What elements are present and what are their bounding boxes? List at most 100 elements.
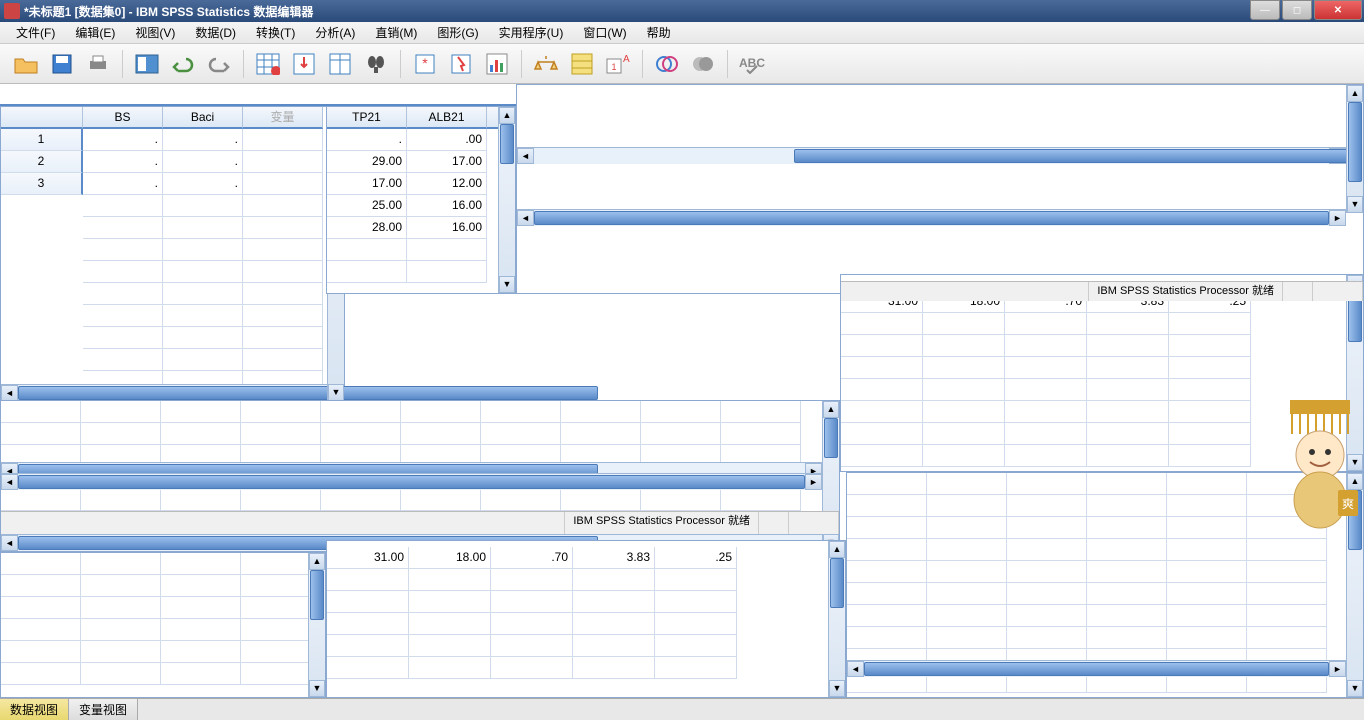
empty-cell[interactable]: [1087, 605, 1167, 627]
empty-cell[interactable]: [1247, 561, 1327, 583]
sort-a-button[interactable]: [288, 48, 320, 80]
data-cell[interactable]: .00: [407, 129, 487, 151]
empty-cell[interactable]: [1167, 495, 1247, 517]
data-button[interactable]: [252, 48, 284, 80]
empty-cell[interactable]: [841, 335, 923, 357]
weight-button[interactable]: [530, 48, 562, 80]
empty-cell[interactable]: [481, 489, 561, 511]
open-button[interactable]: [10, 48, 42, 80]
empty-cell[interactable]: [841, 401, 923, 423]
insert-button[interactable]: *: [409, 48, 441, 80]
data-cell[interactable]: [243, 173, 323, 195]
empty-cell[interactable]: [841, 313, 923, 335]
empty-cell[interactable]: [401, 489, 481, 511]
empty-cell[interactable]: [327, 591, 409, 613]
horizontal-scrollbar[interactable]: ◄►: [847, 660, 1346, 677]
select-button[interactable]: [445, 48, 477, 80]
empty-cell[interactable]: [573, 635, 655, 657]
menu-数据[interactable]: 数据(D): [185, 22, 246, 43]
empty-cell[interactable]: [83, 349, 163, 371]
empty-cell[interactable]: [1167, 561, 1247, 583]
menu-分析[interactable]: 分析(A): [305, 22, 365, 43]
empty-cell[interactable]: [407, 239, 487, 261]
empty-cell[interactable]: [81, 619, 161, 641]
empty-cell[interactable]: [1005, 423, 1087, 445]
empty-cell[interactable]: [243, 195, 323, 217]
empty-cell[interactable]: [1005, 357, 1087, 379]
empty-cell[interactable]: [161, 553, 241, 575]
horizontal-scrollbar[interactable]: ◄►: [1, 473, 822, 490]
empty-cell[interactable]: [1167, 539, 1247, 561]
empty-cell[interactable]: [573, 613, 655, 635]
vertical-scrollbar[interactable]: ▲▼: [828, 541, 845, 697]
empty-cell[interactable]: [847, 517, 927, 539]
empty-cell[interactable]: [847, 495, 927, 517]
empty-cell[interactable]: [321, 401, 401, 423]
menu-直销[interactable]: 直销(M): [365, 22, 427, 43]
empty-cell[interactable]: [1087, 561, 1167, 583]
empty-cell[interactable]: [163, 217, 243, 239]
empty-cell[interactable]: [83, 195, 163, 217]
empty-cell[interactable]: [1087, 445, 1169, 467]
empty-cell[interactable]: [1167, 583, 1247, 605]
empty-cell[interactable]: [655, 635, 737, 657]
empty-cell[interactable]: [1087, 539, 1167, 561]
column-header[interactable]: Baci: [163, 107, 243, 129]
empty-cell[interactable]: [655, 569, 737, 591]
empty-cell[interactable]: [1247, 539, 1327, 561]
empty-cell[interactable]: [923, 445, 1005, 467]
empty-cell[interactable]: [655, 591, 737, 613]
empty-cell[interactable]: [81, 663, 161, 685]
empty-cell[interactable]: [1087, 335, 1169, 357]
empty-cell[interactable]: [1, 575, 81, 597]
empty-cell[interactable]: [243, 305, 323, 327]
empty-cell[interactable]: [161, 575, 241, 597]
column-header[interactable]: TP21: [327, 107, 407, 129]
empty-cell[interactable]: [327, 613, 409, 635]
empty-cell[interactable]: [243, 349, 323, 371]
empty-cell[interactable]: [847, 627, 927, 649]
empty-cell[interactable]: [641, 401, 721, 423]
empty-cell[interactable]: [1087, 357, 1169, 379]
empty-cell[interactable]: [655, 613, 737, 635]
empty-cell[interactable]: [1005, 401, 1087, 423]
empty-cell[interactable]: [327, 635, 409, 657]
empty-cell[interactable]: [923, 335, 1005, 357]
empty-cell[interactable]: [1247, 605, 1327, 627]
spell-button[interactable]: ABC: [736, 48, 768, 80]
empty-cell[interactable]: [1007, 473, 1087, 495]
empty-cell[interactable]: [1007, 605, 1087, 627]
empty-cell[interactable]: [847, 583, 927, 605]
empty-cell[interactable]: [163, 283, 243, 305]
empty-cell[interactable]: [491, 635, 573, 657]
empty-cell[interactable]: [847, 605, 927, 627]
empty-cell[interactable]: [1005, 445, 1087, 467]
empty-cell[interactable]: [83, 283, 163, 305]
empty-cell[interactable]: [161, 663, 241, 685]
tab-data-view[interactable]: 数据视图: [0, 699, 69, 720]
redo-button[interactable]: [203, 48, 235, 80]
empty-cell[interactable]: [927, 627, 1007, 649]
empty-cell[interactable]: [1087, 583, 1167, 605]
empty-cell[interactable]: [243, 261, 323, 283]
empty-cell[interactable]: [1169, 423, 1251, 445]
empty-cell[interactable]: [409, 569, 491, 591]
var-sets-button[interactable]: [651, 48, 683, 80]
data-cell[interactable]: .: [83, 129, 163, 151]
data-cell[interactable]: [243, 151, 323, 173]
empty-cell[interactable]: [241, 489, 321, 511]
empty-cell[interactable]: [163, 305, 243, 327]
empty-cell[interactable]: [1, 641, 81, 663]
chart-button[interactable]: [481, 48, 513, 80]
empty-cell[interactable]: [1087, 313, 1169, 335]
empty-cell[interactable]: [1005, 313, 1087, 335]
empty-cell[interactable]: [163, 195, 243, 217]
empty-cell[interactable]: [161, 597, 241, 619]
empty-cell[interactable]: [401, 401, 481, 423]
empty-cell[interactable]: [1007, 627, 1087, 649]
empty-cell[interactable]: [573, 591, 655, 613]
save-button[interactable]: [46, 48, 78, 80]
empty-cell[interactable]: [163, 261, 243, 283]
empty-cell[interactable]: [1, 401, 81, 423]
empty-cell[interactable]: [481, 401, 561, 423]
